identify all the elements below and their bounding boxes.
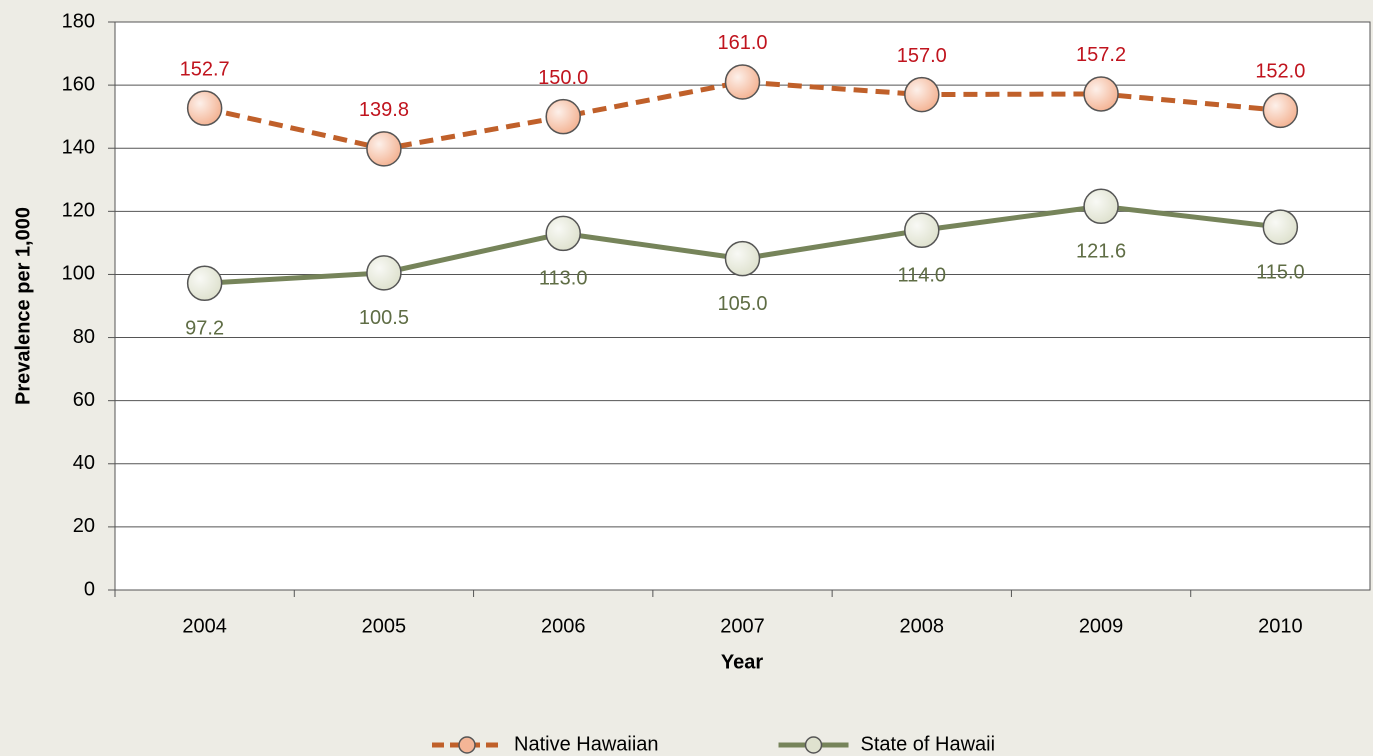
x-axis-label: Year: [721, 651, 763, 673]
y-tick-label: 60: [73, 389, 95, 411]
marker-highlight: [905, 214, 938, 247]
y-tick-label: 20: [73, 515, 95, 537]
x-tick-label: 2009: [1079, 615, 1124, 637]
y-tick-label: 160: [62, 73, 95, 95]
marker-highlight: [367, 256, 400, 289]
data-label: 113.0: [539, 268, 588, 290]
marker-highlight: [726, 65, 759, 98]
data-label: 114.0: [897, 265, 946, 287]
data-label: 161.0: [717, 32, 767, 54]
marker-highlight: [726, 242, 759, 275]
marker-highlight: [367, 132, 400, 165]
data-label: 152.0: [1255, 61, 1305, 83]
marker-highlight: [1085, 190, 1118, 223]
data-label: 97.2: [185, 318, 224, 340]
marker-highlight: [1264, 94, 1297, 127]
x-tick-label: 2010: [1258, 615, 1303, 637]
data-label: 157.2: [1076, 44, 1126, 66]
marker-highlight: [547, 100, 580, 133]
y-tick-label: 100: [62, 263, 95, 285]
plot-area: [114, 21, 1371, 591]
legend-label: State of Hawaii: [861, 733, 996, 755]
x-tick-label: 2004: [182, 615, 227, 637]
marker-highlight: [1264, 211, 1297, 244]
y-tick-label: 80: [73, 326, 95, 348]
y-axis-label: Prevalence per 1,000: [12, 207, 34, 405]
marker-highlight: [1085, 77, 1118, 110]
data-label: 100.5: [359, 307, 409, 329]
y-tick-label: 120: [62, 200, 95, 222]
data-label: 150.0: [538, 67, 588, 89]
x-tick-label: 2006: [541, 615, 586, 637]
data-label: 139.8: [359, 99, 409, 121]
y-tick-label: 40: [73, 452, 95, 474]
x-tick-label: 2007: [720, 615, 765, 637]
x-tick-label: 2005: [362, 615, 407, 637]
legend-marker: [458, 736, 476, 754]
y-tick-label: 0: [84, 578, 95, 600]
data-label: 115.0: [1256, 261, 1305, 283]
y-tick-label: 140: [62, 137, 95, 159]
legend-label: Native Hawaiian: [514, 733, 659, 755]
y-tick-label: 180: [62, 10, 95, 32]
x-tick-label: 2008: [900, 615, 945, 637]
data-label: 105.0: [717, 293, 767, 315]
marker-highlight: [188, 92, 221, 125]
marker-highlight: [905, 78, 938, 111]
data-label: 121.6: [1076, 241, 1126, 263]
data-label: 152.7: [180, 58, 230, 80]
marker-highlight: [188, 267, 221, 300]
marker-highlight: [547, 217, 580, 250]
legend-marker: [804, 736, 823, 754]
data-label: 157.0: [897, 45, 947, 67]
